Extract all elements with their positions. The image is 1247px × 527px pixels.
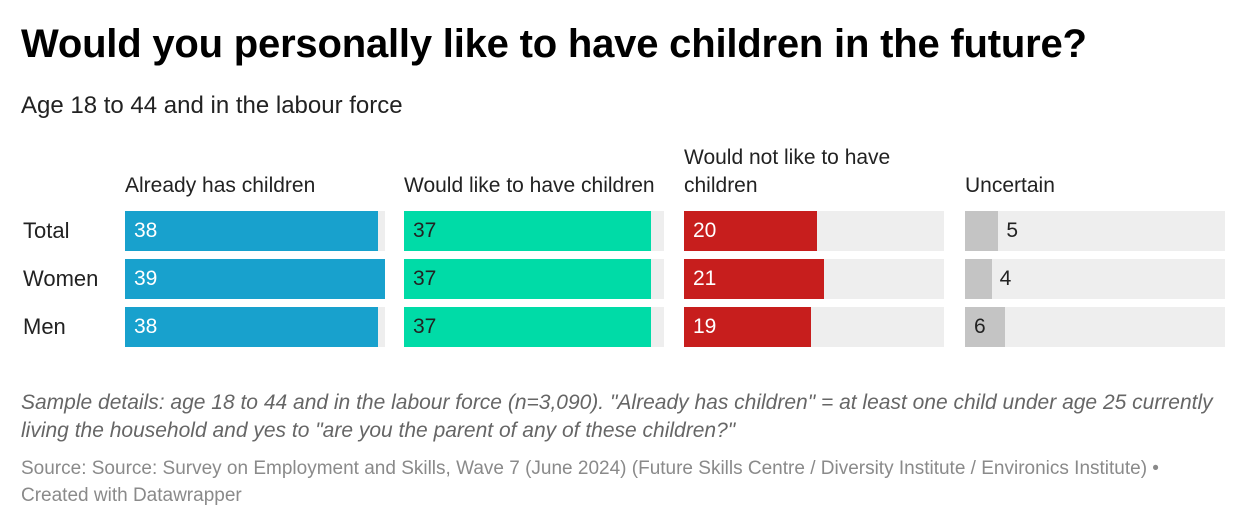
bar-men-2 <box>404 307 651 347</box>
bar-track: 37 <box>404 307 664 347</box>
data-label: 37 <box>413 219 437 242</box>
column-header-label: Would not like to have children <box>684 146 891 197</box>
column-header-label: Uncertain <box>965 174 1055 197</box>
row-label-men: Men <box>23 314 66 339</box>
data-label: 20 <box>693 219 717 242</box>
bar-men-1 <box>125 307 379 347</box>
bar-total-2 <box>404 211 651 251</box>
data-label: 39 <box>134 267 158 290</box>
bar-track: 5 <box>965 211 1225 251</box>
bar-women-2 <box>404 259 651 299</box>
source-note: Source: Source: Survey on Employment and… <box>21 458 1159 506</box>
column-header-3: Would not like to have children <box>684 146 944 200</box>
data-label: 5 <box>1006 219 1019 242</box>
data-label: 37 <box>413 315 437 338</box>
row-label-total: Total <box>23 218 70 243</box>
data-label: 4 <box>999 267 1012 290</box>
column-header-label: Already has children <box>125 174 316 197</box>
bar-track: 6 <box>965 307 1225 347</box>
data-label: 38 <box>134 219 158 242</box>
sample-notes: Sample details: age 18 to 44 and in the … <box>21 391 1213 442</box>
data-label: 37 <box>413 267 437 290</box>
column-header-4: Uncertain <box>965 146 1225 200</box>
column-header-label: Would like to have children <box>404 174 655 197</box>
chart-subtitle: Age 18 to 44 and in the labour force <box>21 92 403 119</box>
bar-total-4 <box>965 211 999 251</box>
column-header-2: Would like to have children <box>404 146 664 200</box>
bar-total-3 <box>684 211 818 251</box>
bar-men-3 <box>684 307 811 347</box>
bar-track: 20 <box>684 211 944 251</box>
bar-track: 37 <box>404 259 664 299</box>
chart-title: Would you personally like to have childr… <box>21 22 1087 66</box>
bar-track: 39 <box>125 259 385 299</box>
data-label: 21 <box>693 267 717 290</box>
bar-track: 21 <box>684 259 944 299</box>
bar-women-3 <box>684 259 824 299</box>
bar-track: 38 <box>125 307 385 347</box>
data-label: 6 <box>974 315 986 338</box>
column-header-1: Already has children <box>125 146 385 200</box>
row-label-women: Women <box>23 266 99 291</box>
data-label: 38 <box>134 315 158 338</box>
bar-track: 4 <box>965 259 1225 299</box>
bar-track: 37 <box>404 211 664 251</box>
bar-track: 38 <box>125 211 385 251</box>
bar-women-1 <box>125 259 385 299</box>
bar-track: 19 <box>684 307 944 347</box>
bar-women-4 <box>965 259 992 299</box>
data-label: 19 <box>693 315 717 338</box>
bar-total-1 <box>125 211 379 251</box>
bar-men-4 <box>965 307 1005 347</box>
